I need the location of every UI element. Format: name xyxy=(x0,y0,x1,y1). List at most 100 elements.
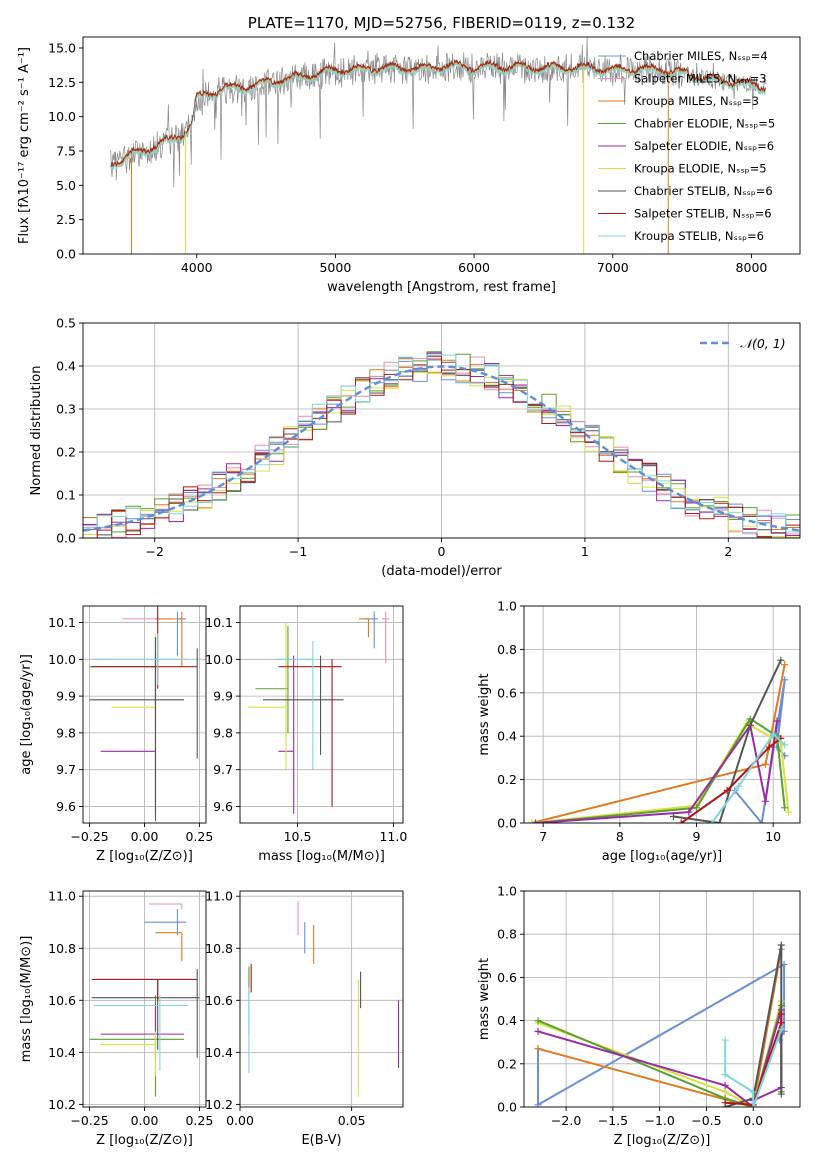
legend-label: 𝒩(0, 1) xyxy=(740,336,786,351)
mass-weight-line xyxy=(680,737,782,823)
y-tick-label: 10.6 xyxy=(205,993,233,1008)
axes-frame xyxy=(239,890,404,1108)
mass-weight-marker xyxy=(777,1010,785,1018)
legend-label: Chabrier STELIB, Nₛₛₚ=6 xyxy=(634,184,773,198)
mass-weight-marker xyxy=(716,819,723,823)
residual-histogram xyxy=(83,358,800,538)
y-tick-label: 9.8 xyxy=(213,725,233,740)
y-tick-label: 10.1 xyxy=(48,615,76,630)
x-tick-label: −1 xyxy=(289,544,307,559)
y-axis-label: mass weight xyxy=(477,673,492,755)
mass-weight-marker xyxy=(769,730,777,738)
plot-area xyxy=(248,901,400,1097)
y-tick-label: 0.0 xyxy=(56,247,76,262)
error-bar-point xyxy=(100,1002,185,1061)
x-tick-label: 7 xyxy=(539,829,547,844)
x-tick-label: 4000 xyxy=(181,260,213,275)
mass-weight-marker xyxy=(749,1088,757,1096)
error-bar-point xyxy=(155,611,183,667)
x-axis-label: E(B-V) xyxy=(301,1133,341,1148)
y-tick-label: 0.2 xyxy=(497,1056,517,1071)
x-tick-label: 8000 xyxy=(736,260,768,275)
mass-weight-marker xyxy=(670,812,677,820)
model-spectrum-line xyxy=(110,62,766,171)
plot-area xyxy=(528,656,792,823)
y-tick-label: 0.2 xyxy=(56,445,76,460)
plot-area xyxy=(83,351,800,538)
legend-label: Salpeter MILES, Nₛₛₚ=3 xyxy=(634,72,767,86)
y-axis-label: mass [log₁₀(M/M⊙)] xyxy=(19,936,34,1063)
y-tick-label: 0.4 xyxy=(56,359,76,374)
x-tick-label: 0.00 xyxy=(226,1113,254,1128)
mass-weight-marker xyxy=(532,819,539,823)
x-tick-label: 0.05 xyxy=(338,1113,366,1128)
mass-weight-line xyxy=(673,659,782,823)
x-tick-label: 11.0 xyxy=(379,829,407,844)
axes-frame xyxy=(523,890,801,1108)
error-bar-point xyxy=(358,618,370,638)
y-axis-label: Flux [fλ10⁻¹⁷ erg cm⁻² s⁻¹ A⁻¹] xyxy=(17,47,32,244)
legend-label: Chabrier ELODIE, Nₛₛₚ=5 xyxy=(634,117,775,131)
plot-area xyxy=(247,611,390,814)
age-vs-mass-panel: 10.5 11.0 9.6 9.7 9.8 9.9 10.0 10.1 mass [log₁₀(… xyxy=(205,605,407,864)
x-axis-label: (data-model)/error xyxy=(381,564,502,579)
y-tick-label: 9.9 xyxy=(213,689,233,704)
mass-vs-extinction-panel: 0.00 0.05 10.2 10.4 10.6 10.8 11.0 E(B-V) xyxy=(205,889,404,1148)
x-tick-label: 0.25 xyxy=(185,1113,213,1128)
mass-weight-marker xyxy=(765,743,773,751)
mass-weight-marker xyxy=(746,721,754,729)
error-bar-point xyxy=(155,932,183,962)
y-tick-label: 0.6 xyxy=(497,685,517,700)
y-tick-label: 10.1 xyxy=(205,615,233,630)
legend-label: Kroupa MILES, Nₛₛₚ=3 xyxy=(634,94,759,108)
y-tick-label: 10.4 xyxy=(48,1045,76,1060)
error-bar-point xyxy=(100,1031,157,1076)
x-tick-label: 10 xyxy=(765,829,781,844)
error-bar-point xyxy=(255,626,289,733)
mass-weight-vs-metallicity-panel: −2.0 −1.5 −1.0 −0.5 0.0 0.0 0.2 0.4 0.6 0.8 1.0 Z [… xyxy=(477,884,801,1148)
x-tick-label: 5000 xyxy=(319,260,351,275)
mass-weight-marker xyxy=(777,941,785,949)
error-bar-point xyxy=(263,655,344,755)
y-tick-label: 10.6 xyxy=(48,993,76,1008)
mass-weight-marker xyxy=(721,1099,729,1107)
mass-weight-marker xyxy=(721,1081,729,1089)
mass-weight-line xyxy=(537,949,783,1107)
y-tick-label: 0.3 xyxy=(56,402,76,417)
x-tick-label: 9 xyxy=(693,829,701,844)
mass-weight-marker xyxy=(723,786,731,794)
residual-histogram xyxy=(83,351,800,529)
y-tick-label: 7.5 xyxy=(56,143,76,158)
mass-weight-marker xyxy=(528,819,536,823)
axes-frame xyxy=(523,605,801,824)
x-tick-label: −2 xyxy=(145,544,163,559)
y-tick-label: 5.0 xyxy=(56,178,76,193)
x-tick-label: 6000 xyxy=(458,260,490,275)
error-bar-point xyxy=(144,909,187,936)
axes-frame xyxy=(82,36,801,255)
legend-label: Chabrier MILES, Nₛₛₚ=4 xyxy=(634,49,768,63)
x-tick-label: 7000 xyxy=(597,260,629,275)
y-tick-label: 0.1 xyxy=(56,488,76,503)
y-tick-label: 10.0 xyxy=(205,652,233,667)
mass-weight-marker xyxy=(758,819,766,823)
y-tick-label: 0.8 xyxy=(497,642,517,657)
mass-weight-marker xyxy=(534,1101,542,1107)
spectrum-panel: 4000 5000 6000 7000 8000 0.0 2.5 5.0 7.5 10.0 12.5… xyxy=(17,14,801,295)
x-tick-label: −0.5 xyxy=(691,1113,721,1128)
mass-weight-marker xyxy=(777,1090,785,1098)
mass-weight-marker xyxy=(693,804,700,812)
mass-weight-line xyxy=(537,1008,783,1107)
mass-weight-marker xyxy=(721,1071,729,1079)
y-tick-label: 0.8 xyxy=(497,927,517,942)
mass-weight-marker xyxy=(721,1036,729,1044)
y-tick-label: 11.0 xyxy=(48,889,76,904)
mass-weight-marker xyxy=(762,797,769,805)
mass-weight-line xyxy=(531,664,786,823)
x-tick-label: 0 xyxy=(438,544,446,559)
y-tick-label: 10.0 xyxy=(48,652,76,667)
y-tick-label: 0.0 xyxy=(497,816,517,831)
y-axis-label: Normed distribution xyxy=(29,366,44,496)
y-tick-label: 10.8 xyxy=(205,941,233,956)
mass-weight-marker xyxy=(781,804,789,812)
